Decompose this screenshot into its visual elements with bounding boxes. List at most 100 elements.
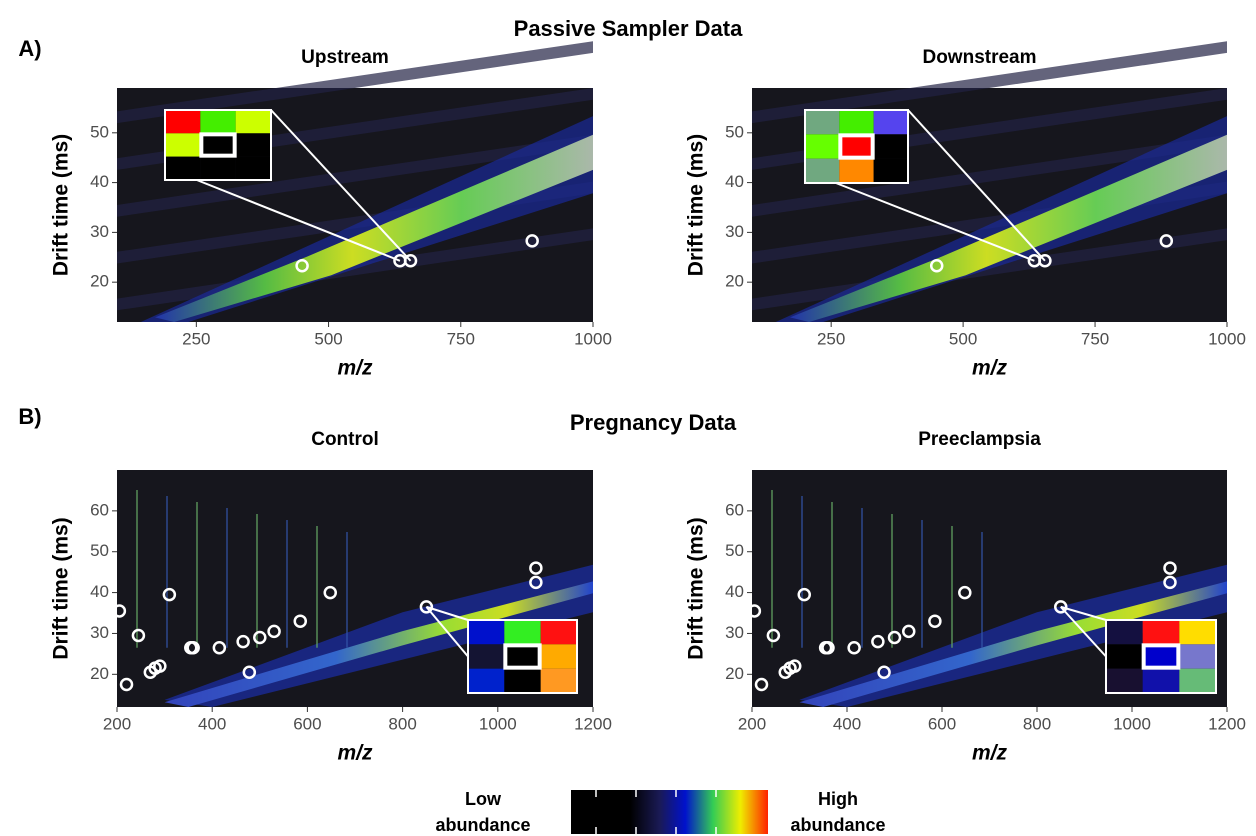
y-tick-label: 40 — [725, 172, 744, 191]
point — [821, 641, 835, 655]
point — [1163, 561, 1177, 575]
point — [747, 604, 762, 618]
x-tick-label: 400 — [833, 714, 861, 733]
inset-cell — [839, 134, 874, 159]
point — [788, 659, 802, 673]
inset-cell — [165, 156, 201, 180]
y-axis-title: Drift time (ms) — [685, 517, 708, 659]
inset-cell — [839, 158, 874, 183]
point — [928, 614, 942, 628]
heatmap-halo — [140, 116, 594, 322]
y-tick-label: 20 — [725, 664, 744, 683]
panel-title: Control — [311, 429, 379, 450]
y-tick-label: 30 — [725, 623, 744, 642]
panel-title: Preeclampsia — [918, 429, 1041, 450]
y-tick-label: 40 — [90, 582, 109, 601]
x-tick-label: 1200 — [1208, 714, 1246, 733]
x-tick-label: 600 — [928, 714, 956, 733]
inset-cell — [235, 156, 271, 180]
callout-line — [1060, 606, 1107, 658]
heatmap-band — [799, 581, 1227, 707]
y-tick-label: 50 — [725, 122, 744, 141]
point — [529, 561, 543, 575]
inset-cell — [200, 110, 236, 134]
point — [529, 575, 543, 590]
x-tick-label: 750 — [447, 329, 475, 348]
y-tick-label: 20 — [90, 664, 109, 683]
x-tick-label: 200 — [103, 714, 131, 733]
y-tick-label: 50 — [90, 541, 109, 560]
heatmap-streak — [752, 41, 1227, 124]
inset-cell — [1179, 668, 1216, 693]
point — [323, 585, 337, 600]
y-tick-label: 20 — [90, 272, 109, 291]
y-tick-label: 30 — [725, 222, 744, 241]
inset-cell — [540, 668, 577, 693]
colorbar-low-label: Low abundance — [435, 789, 531, 835]
heatmap-halo — [775, 116, 1227, 322]
x-tick-label: 1000 — [574, 329, 612, 348]
x-tick-label: 500 — [314, 329, 342, 348]
y-axis-title: Drift time (ms) — [50, 517, 73, 659]
inset-cell — [235, 110, 271, 134]
callout-line — [835, 182, 1035, 262]
point — [293, 614, 308, 628]
inset-highlight — [838, 133, 875, 160]
y-tick-label: 50 — [725, 541, 744, 560]
x-axis-title: m/z — [337, 742, 373, 765]
inset-cell — [873, 134, 908, 159]
inset-cell — [1106, 668, 1143, 693]
x-tick-label: 250 — [182, 329, 210, 348]
inset-border — [467, 619, 578, 694]
callout-line — [426, 605, 469, 621]
inset-cell — [1179, 644, 1216, 669]
point — [766, 628, 781, 643]
x-tick-label: 800 — [1023, 714, 1051, 733]
x-tick-label: 500 — [949, 329, 977, 348]
section-label: A) — [18, 36, 41, 61]
inset-cell — [1142, 668, 1180, 693]
x-tick-label: 1000 — [1113, 714, 1151, 733]
inset-cell — [1142, 644, 1180, 669]
inset-highlight — [503, 643, 542, 670]
point — [1038, 254, 1052, 268]
point — [253, 630, 267, 645]
point — [153, 659, 167, 673]
y-tick-label: 30 — [90, 623, 109, 642]
x-axis-title: m/z — [337, 357, 373, 380]
point — [295, 258, 309, 273]
inset-cell — [805, 158, 840, 183]
y-tick-label: 50 — [90, 122, 109, 141]
inset-cell — [504, 668, 541, 693]
inset-highlight — [199, 132, 237, 158]
x-axis-title: m/z — [972, 357, 1008, 380]
x-tick-label: 400 — [198, 714, 226, 733]
panel: Downstream 250 500 750 1000 20 30 40 50 m/z Drift … — [685, 41, 1246, 380]
point — [929, 258, 944, 273]
inset-highlight — [1141, 643, 1181, 670]
inset-cell — [805, 110, 840, 135]
inset-cell — [540, 620, 577, 645]
panel-title: Downstream — [922, 47, 1036, 68]
point — [902, 624, 916, 639]
point — [162, 587, 177, 602]
y-tick-label: 20 — [725, 272, 744, 291]
point — [797, 587, 811, 602]
point — [877, 665, 891, 680]
inset-border — [804, 109, 909, 184]
callout-line — [270, 109, 412, 262]
y-tick-label: 60 — [725, 500, 744, 519]
heatmap-band — [155, 134, 593, 322]
y-axis-title: Drift time (ms) — [685, 134, 708, 276]
y-axis-title: Drift time (ms) — [50, 134, 73, 276]
x-tick-label: 1000 — [479, 714, 517, 733]
point — [525, 234, 539, 248]
inset-cell — [873, 158, 908, 183]
y-tick-label: 40 — [90, 172, 109, 191]
inset-cell — [504, 644, 541, 669]
callout-line — [907, 109, 1046, 262]
point — [403, 254, 418, 268]
point — [419, 600, 434, 614]
